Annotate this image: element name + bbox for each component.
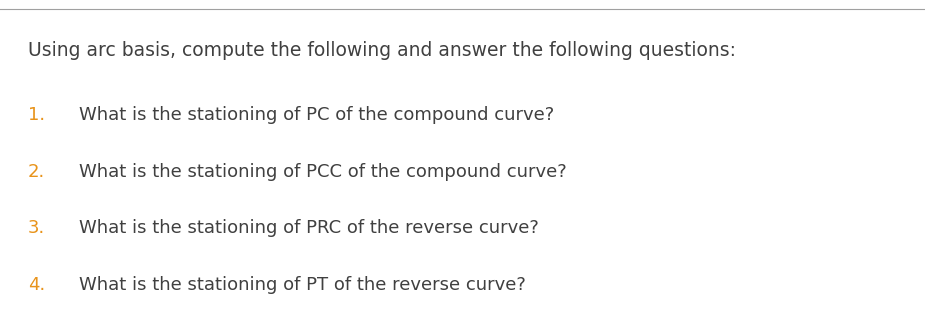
- Text: 3.: 3.: [28, 219, 45, 238]
- Text: 2.: 2.: [28, 163, 45, 181]
- Text: What is the stationing of PRC of the reverse curve?: What is the stationing of PRC of the rev…: [78, 219, 539, 238]
- Text: 4.: 4.: [28, 276, 45, 294]
- Text: What is the stationing of PC of the compound curve?: What is the stationing of PC of the comp…: [78, 106, 554, 124]
- Text: Using arc basis, compute the following and answer the following questions:: Using arc basis, compute the following a…: [28, 41, 735, 60]
- Text: 1.: 1.: [28, 106, 45, 124]
- Text: What is the stationing of PT of the reverse curve?: What is the stationing of PT of the reve…: [78, 276, 526, 294]
- Text: What is the stationing of PCC of the compound curve?: What is the stationing of PCC of the com…: [78, 163, 567, 181]
